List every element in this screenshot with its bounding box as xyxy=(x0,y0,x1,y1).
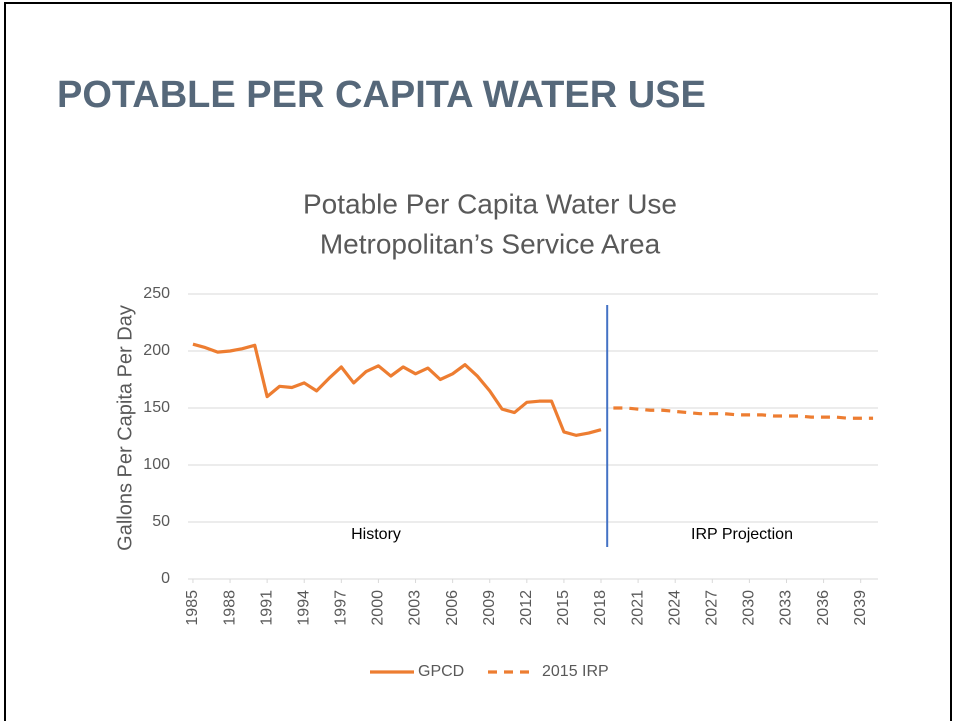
x-tick-label: 2033 xyxy=(778,590,795,626)
y-axis-label: Gallons Per Capita Per Day xyxy=(114,305,136,551)
chart-title: Potable Per Capita Water Use xyxy=(303,188,677,219)
x-tick-label: 2027 xyxy=(704,590,721,626)
annotation: IRP Projection xyxy=(691,526,793,543)
y-tick-label: 250 xyxy=(143,285,170,302)
x-tick-label: 1997 xyxy=(333,590,350,626)
x-tick-label: 1985 xyxy=(184,590,201,626)
legend-label: 2015 IRP xyxy=(542,663,609,680)
x-tick-label: 2036 xyxy=(815,590,832,626)
x-tick-label: 2003 xyxy=(407,590,424,626)
x-tick-label: 1988 xyxy=(221,590,238,626)
y-tick-label: 150 xyxy=(143,399,170,416)
data-line xyxy=(613,406,874,420)
x-tick-label: 2039 xyxy=(852,590,869,626)
x-tick-label: 1991 xyxy=(258,590,275,626)
chart-subtitle: Metropolitan’s Service Area xyxy=(320,228,661,259)
y-tick-label: 0 xyxy=(161,570,170,587)
x-tick-label: 2012 xyxy=(518,590,535,626)
x-tick-label: 2006 xyxy=(444,590,461,626)
x-tick-label: 2000 xyxy=(370,590,387,626)
legend-label: GPCD xyxy=(418,663,464,680)
x-tick-label: 2030 xyxy=(741,590,758,626)
x-tick-label: 1994 xyxy=(295,590,312,626)
x-tick-label: 2018 xyxy=(592,590,609,626)
x-tick-label: 2009 xyxy=(481,590,498,626)
y-tick-label: 100 xyxy=(143,456,170,473)
y-tick-label: 50 xyxy=(152,513,170,530)
y-tick-label: 200 xyxy=(143,342,170,359)
slide-title: POTABLE PER CAPITA WATER USE xyxy=(57,74,706,116)
annotation: History xyxy=(351,526,401,543)
x-tick-label: 2015 xyxy=(555,590,572,626)
x-tick-label: 2024 xyxy=(666,590,683,626)
slide-border xyxy=(4,2,952,721)
data-line xyxy=(192,342,602,437)
x-tick-label: 2021 xyxy=(629,590,646,626)
